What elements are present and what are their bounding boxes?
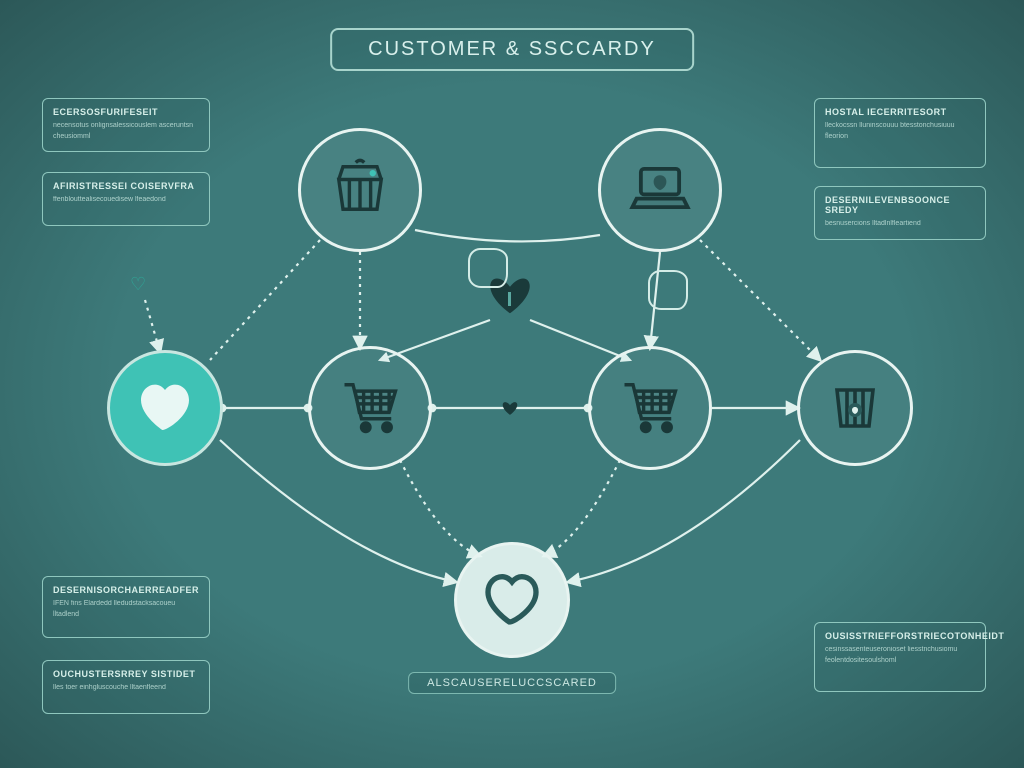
title-text: CUSTOMER & SSCCARDY bbox=[368, 38, 656, 60]
text-box-title: HOSTAL IECERRITESORT bbox=[825, 107, 975, 117]
cart-icon bbox=[616, 372, 684, 445]
heart-outline-icon bbox=[480, 566, 544, 635]
blob-shape-0 bbox=[468, 248, 508, 288]
node-top-shop bbox=[298, 128, 422, 252]
text-box-body: ffenblouttealisecouedisew lfeaedond bbox=[53, 195, 199, 206]
text-box-tr2: DESERNILEVENBSOONCE SREDY besnusercions l… bbox=[814, 186, 986, 240]
text-box-tl1: ECERSOSFURIFESEIT necensotus onlignsaless… bbox=[42, 98, 210, 152]
text-box-bl1: DESERNISORCHAERREADFER IFEN fins Elardedd… bbox=[42, 576, 210, 638]
heart-icon bbox=[133, 374, 197, 443]
connector-13 bbox=[700, 240, 820, 360]
node-cart-1 bbox=[308, 346, 432, 470]
text-box-title: DESERNILEVENBSOONCE SREDY bbox=[825, 195, 975, 215]
node-top-laptop bbox=[598, 128, 722, 252]
connector-3 bbox=[145, 300, 160, 352]
blob-shape-1 bbox=[648, 270, 688, 310]
mini-heart-icon: ♡ bbox=[130, 274, 146, 295]
text-box-title: OUCHUSTERSRREY SISTIDET bbox=[53, 669, 199, 679]
connector-2 bbox=[415, 230, 600, 241]
connector-10 bbox=[568, 440, 800, 582]
node-left-heart bbox=[107, 350, 223, 466]
shop-icon bbox=[326, 154, 394, 227]
diagram-canvas: CUSTOMER & SSCCARDY ALSCAUSERELUCCSCARED… bbox=[0, 0, 1024, 768]
text-box-body: besnusercions lltadlnlfleartiend bbox=[825, 219, 975, 230]
cart-icon bbox=[336, 372, 404, 445]
text-box-body: lleckocssn lluninscouuu btesstonchusiuuu… bbox=[825, 121, 975, 142]
text-box-body: cesinssasenteuseronioset liesstnchusiomu… bbox=[825, 645, 975, 666]
subtitle-badge: ALSCAUSERELUCCSCARED bbox=[408, 672, 616, 694]
text-box-tl2: AFIRISTRESSEI COISERVFRA ffenblouttealise… bbox=[42, 172, 210, 226]
connector-9 bbox=[544, 460, 620, 556]
connector-12 bbox=[530, 320, 630, 360]
title-badge: CUSTOMER & SSCCARDY bbox=[330, 28, 694, 71]
bin-icon bbox=[823, 374, 887, 443]
text-box-bl2: OUCHUSTERSRREY SISTIDET lles toer einhglu… bbox=[42, 660, 210, 714]
connector-8 bbox=[400, 460, 480, 556]
text-box-body: necensotus onlignsalessicouslem ascerunt… bbox=[53, 121, 199, 142]
node-bottom-heart bbox=[454, 542, 570, 658]
text-box-title: AFIRISTRESSEI COISERVFRA bbox=[53, 181, 199, 191]
node-cart-2 bbox=[588, 346, 712, 470]
node-right-bin bbox=[797, 350, 913, 466]
text-box-title: DESERNISORCHAERREADFER bbox=[53, 585, 199, 595]
mid-dot-heart-icon bbox=[503, 402, 518, 415]
text-box-title: ECERSOSFURIFESEIT bbox=[53, 107, 199, 117]
subtitle-text: ALSCAUSERELUCCSCARED bbox=[427, 677, 597, 689]
text-box-body: lles toer einhgluscouche lltaenfleend bbox=[53, 683, 199, 694]
text-box-br1: OUSISSTRIEFFORSTRIECOTONHEIDT cesinssasen… bbox=[814, 622, 986, 692]
text-box-tr1: HOSTAL IECERRITESORT lleckocssn lluninsco… bbox=[814, 98, 986, 168]
laptop-icon bbox=[626, 154, 694, 227]
text-box-title: OUSISSTRIEFFORSTRIECOTONHEIDT bbox=[825, 631, 975, 641]
text-box-body: IFEN fins Elardedd lledudstacksacoueu ll… bbox=[53, 599, 199, 620]
connector-14 bbox=[210, 240, 320, 360]
